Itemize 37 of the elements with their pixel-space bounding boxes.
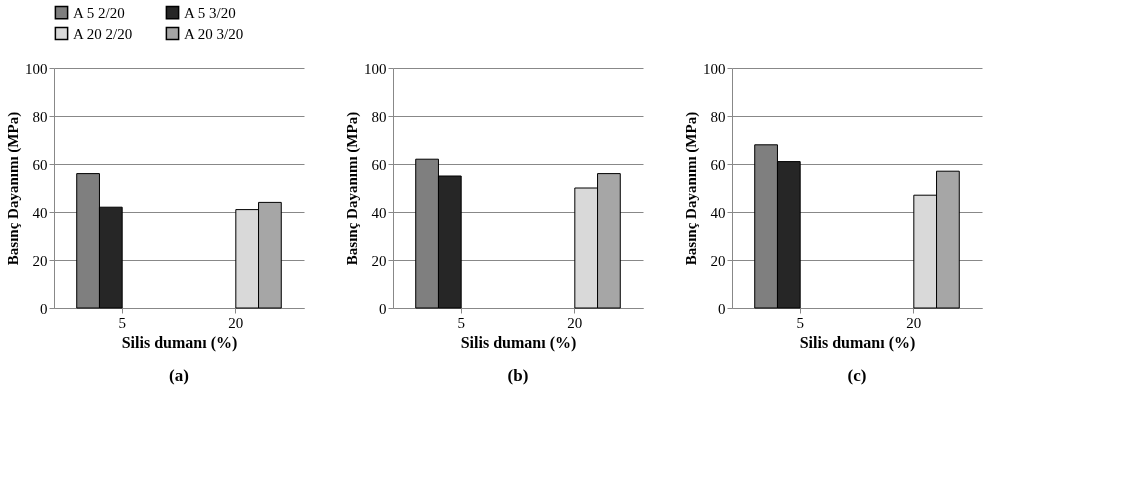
- y-tick-label: 60: [710, 156, 726, 173]
- x-axis-title: Silis dumanı (%): [799, 333, 916, 352]
- y-tick-label: 60: [371, 156, 387, 173]
- legend-label: A 20 3/20: [184, 25, 244, 42]
- y-tick-label: 80: [710, 108, 726, 125]
- y-tick-label: 100: [703, 60, 726, 77]
- y-tick-label: 40: [371, 204, 387, 221]
- y-tick-label: 20: [371, 252, 387, 269]
- y-tick-label: 80: [32, 108, 48, 125]
- x-tick-label: 5: [457, 314, 465, 331]
- legend-label: A 5 3/20: [184, 4, 236, 21]
- legend-label: A 5 2/20: [73, 4, 125, 21]
- y-tick-label: 80: [371, 108, 387, 125]
- y-tick-label: 40: [32, 204, 48, 221]
- x-tick-label: 5: [796, 314, 804, 331]
- y-tick-label: 0: [379, 300, 387, 317]
- text: (b): [507, 366, 529, 385]
- y-axis-title: Basınç Dayanımı (MPa): [683, 111, 700, 266]
- x-tick-label: 20: [567, 314, 583, 331]
- text: (a): [169, 366, 189, 385]
- text: (c): [847, 366, 867, 385]
- y-tick-label: 40: [710, 204, 726, 221]
- x-axis-title: Silis dumanı (%): [460, 333, 577, 352]
- y-axis-title: Basınç Dayanımı (MPa): [5, 111, 22, 266]
- y-tick-label: 100: [25, 60, 48, 77]
- y-tick-label: 60: [32, 156, 48, 173]
- x-tick-label: 5: [118, 314, 126, 331]
- x-tick-label: 20: [228, 314, 244, 331]
- y-tick-label: 20: [710, 252, 726, 269]
- x-axis-title: Silis dumanı (%): [121, 333, 238, 352]
- y-tick-label: 0: [718, 300, 726, 317]
- y-tick-label: 20: [32, 252, 48, 269]
- y-tick-label: 0: [40, 300, 48, 317]
- legend-label: A 20 2/20: [73, 25, 133, 42]
- y-tick-label: 100: [364, 60, 387, 77]
- y-axis-title: Basınç Dayanımı (MPa): [344, 111, 361, 266]
- x-tick-label: 20: [906, 314, 922, 331]
